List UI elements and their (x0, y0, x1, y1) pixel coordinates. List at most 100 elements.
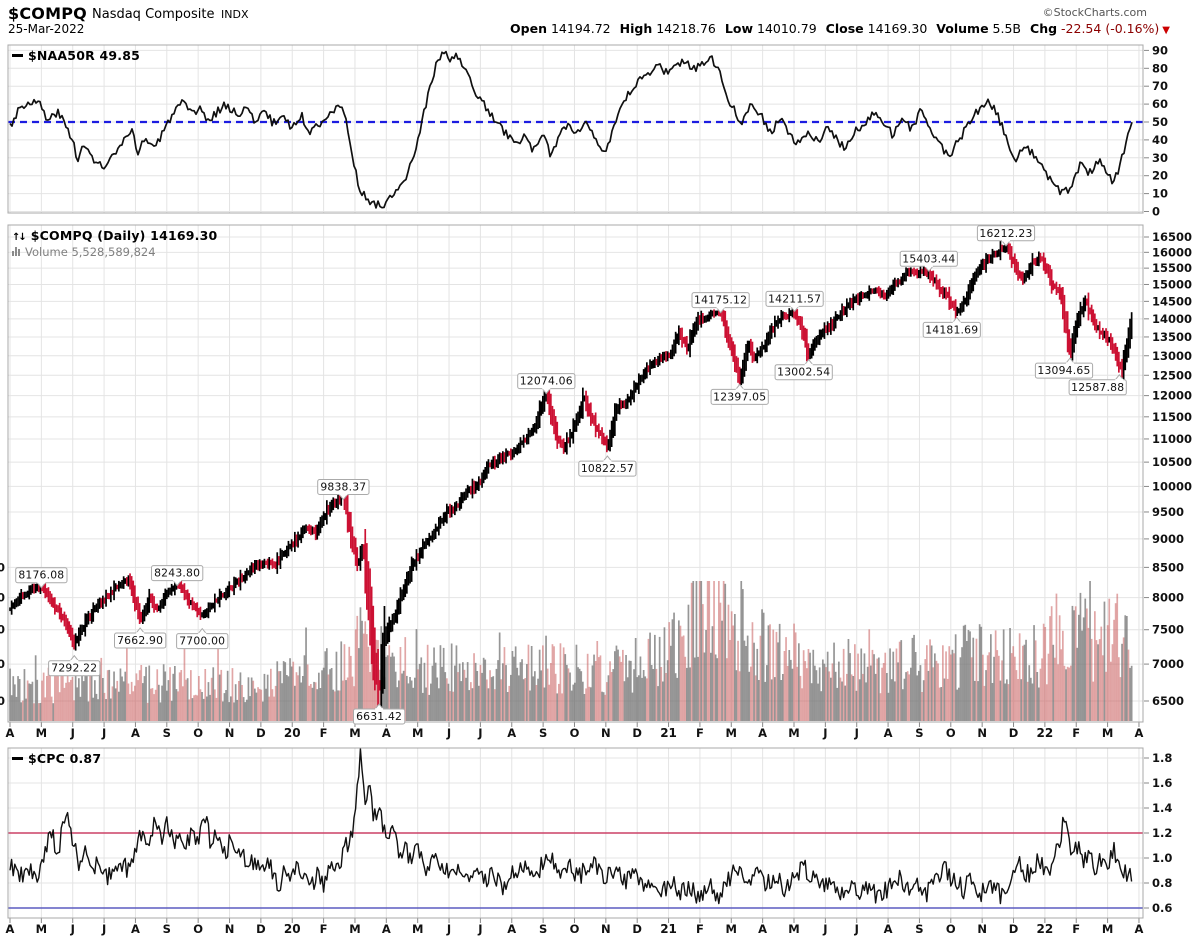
svg-text:20: 20 (284, 922, 301, 936)
price-annotation: 12397.05 (710, 383, 769, 405)
symbol-title: $COMPQ (8, 4, 87, 23)
svg-text:80: 80 (1152, 61, 1168, 75)
svg-text:D: D (632, 726, 642, 740)
svg-text:16212.23: 16212.23 (979, 227, 1032, 240)
svg-text:7700.00: 7700.00 (179, 635, 225, 648)
quote-label: Open (510, 21, 547, 36)
compq-ticker: $COMPQ (Daily) (30, 228, 146, 243)
svg-text:15500: 15500 (1152, 261, 1192, 275)
svg-text:D: D (256, 726, 266, 740)
svg-text:30: 30 (1152, 151, 1168, 165)
svg-text:0.8: 0.8 (1152, 876, 1172, 890)
svg-text:7662.90: 7662.90 (117, 634, 163, 647)
svg-text:7000: 7000 (1152, 657, 1184, 671)
stockcharts-credit: ©StockCharts.com (1042, 6, 1147, 19)
svg-text:M: M (726, 726, 737, 740)
svg-text:M: M (726, 922, 737, 936)
svg-text:F: F (320, 726, 328, 740)
svg-text:F: F (320, 922, 328, 936)
svg-text:14175.12: 14175.12 (694, 294, 747, 307)
svg-text:S: S (915, 922, 923, 936)
quote-label: Volume (936, 21, 989, 36)
svg-text:40: 40 (1152, 133, 1168, 147)
quote-label: Chg (1030, 21, 1058, 36)
svg-text:N: N (601, 726, 611, 740)
svg-text:7500: 7500 (1152, 623, 1184, 637)
svg-text:8243.80: 8243.80 (154, 567, 200, 580)
svg-text:8000: 8000 (1152, 591, 1184, 605)
inspector-arrows-icon[interactable]: ↑↓ (12, 232, 27, 243)
svg-text:J: J (70, 726, 75, 740)
svg-text:O: O (570, 726, 580, 740)
svg-text:F: F (1072, 922, 1080, 936)
cpc-line (9, 747, 1133, 905)
svg-text:F: F (696, 922, 704, 936)
svg-text:9500: 9500 (1152, 505, 1184, 519)
svg-text:16000: 16000 (1152, 245, 1192, 259)
svg-text:70: 70 (1152, 79, 1168, 93)
svg-text:M: M (788, 726, 799, 740)
svg-text:15403.44: 15403.44 (902, 252, 955, 265)
svg-text:D: D (632, 922, 642, 936)
svg-text:9838.37: 9838.37 (320, 481, 366, 494)
svg-text:1.4: 1.4 (1152, 801, 1172, 815)
naa50r-legend: $NAA50R 49.85 (12, 48, 140, 63)
svg-text:M: M (788, 922, 799, 936)
grid-layer (8, 45, 1143, 918)
svg-text:F: F (696, 726, 704, 740)
svg-text:J: J (446, 726, 451, 740)
svg-text:00: 00 (0, 657, 5, 671)
svg-text:D: D (1009, 726, 1019, 740)
svg-text:A: A (382, 922, 391, 936)
svg-text:S: S (163, 726, 171, 740)
svg-text:S: S (915, 726, 923, 740)
svg-text:9000: 9000 (1152, 532, 1184, 546)
svg-text:A: A (131, 922, 140, 936)
quote-value: 14194.72 (550, 21, 611, 36)
quote-value: 5.5B (992, 21, 1022, 36)
svg-text:6500: 6500 (1152, 694, 1184, 708)
volume-legend: Volume 5,528,589,824 (12, 245, 156, 259)
svg-text:S: S (163, 922, 171, 936)
price-annotation: 14181.69 (922, 316, 981, 338)
svg-text:M: M (349, 922, 360, 936)
svg-text:A: A (1135, 726, 1144, 740)
svg-text:A: A (6, 922, 15, 936)
svg-text:00: 00 (0, 694, 5, 708)
naa50r-ticker: $NAA50R (28, 48, 95, 63)
svg-text:N: N (225, 922, 235, 936)
svg-text:12074.06: 12074.06 (520, 375, 573, 388)
left-axis-fragments: 00 00 00 00 00 (0, 560, 5, 708)
svg-text:M: M (36, 726, 47, 740)
quote-label: High (619, 21, 653, 36)
svg-text:14000: 14000 (1152, 312, 1192, 326)
svg-text:J: J (822, 726, 827, 740)
svg-text:A: A (507, 922, 516, 936)
svg-text:M: M (1102, 726, 1113, 740)
ohlc-quote-row: Open 14194.72 High 14218.76 Low 14010.79 Close… (501, 21, 1170, 36)
change-down-triangle-icon: ▼ (1162, 25, 1170, 36)
svg-text:1.8: 1.8 (1152, 751, 1172, 765)
svg-text:50: 50 (1152, 115, 1168, 129)
svg-text:A: A (131, 726, 140, 740)
volume-layer (9, 581, 1133, 721)
svg-text:10: 10 (1152, 187, 1168, 201)
svg-text:A: A (884, 726, 893, 740)
cpc-value: 0.87 (69, 751, 102, 766)
quote-label: Low (724, 21, 753, 36)
quote-value: 14169.30 (867, 21, 928, 36)
svg-text:A: A (758, 726, 767, 740)
svg-text:S: S (539, 726, 547, 740)
x-axis-labels: A A M M J J J J A A S S O O N N D D 20 20 F F M M A A M M J J J J A A S S O O… (6, 722, 1144, 936)
svg-text:0.6: 0.6 (1152, 901, 1172, 915)
svg-text:1.6: 1.6 (1152, 776, 1172, 790)
svg-text:10500: 10500 (1152, 455, 1192, 469)
naa50r-line (9, 50, 1133, 209)
svg-text:J: J (854, 726, 859, 740)
symbol-name: Nasdaq Composite (92, 7, 215, 22)
quote-value: 14218.76 (656, 21, 716, 36)
svg-text:16500: 16500 (1152, 230, 1192, 244)
